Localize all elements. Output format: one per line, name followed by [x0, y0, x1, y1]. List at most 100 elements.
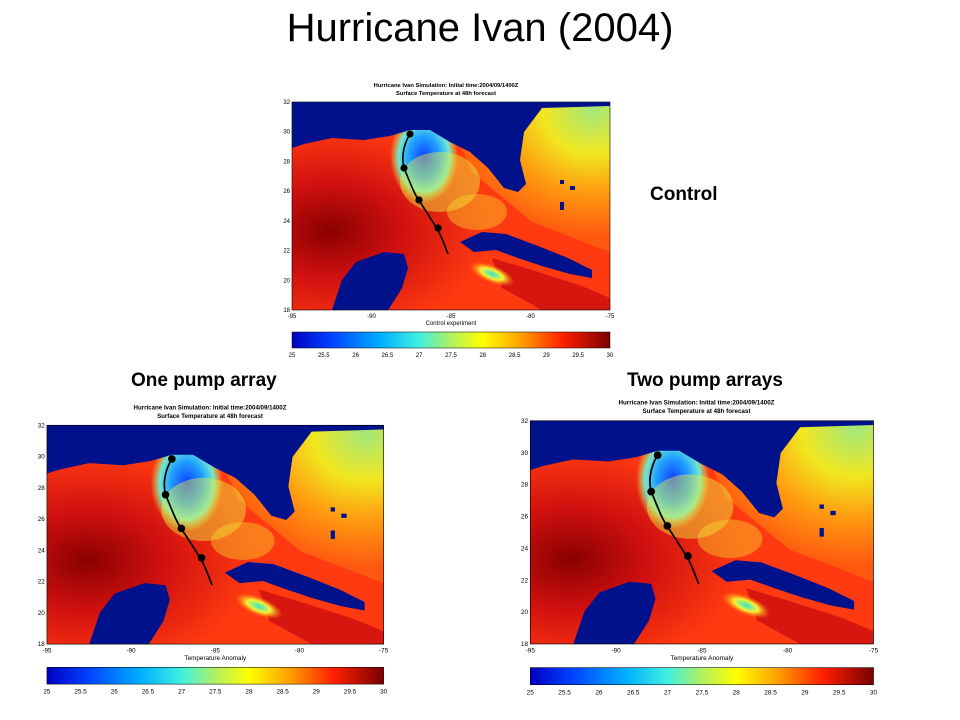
y-tick-label: 32: [283, 100, 290, 106]
x-tick-label: -90: [367, 314, 376, 320]
colorbar-tick-label: 28.5: [764, 689, 777, 696]
colorbar-tick-label: 27: [416, 353, 423, 359]
colorbar-tick-label: 25.5: [74, 689, 87, 696]
x-tick-label: -95: [288, 314, 297, 320]
colorbar: [46, 667, 384, 685]
y-tick-label: 28: [283, 159, 290, 165]
x-tick-label: -80: [295, 648, 305, 655]
x-axis-label: Temperature Anomaly: [184, 655, 247, 662]
sim-subtitle: Surface Temperature at 48h forecast: [396, 91, 496, 97]
colorbar-tick-label: 26: [352, 353, 359, 359]
map-panel-control: Hurricane Ivan Simulation: Initial time:…: [276, 78, 616, 365]
y-tick-label: 24: [38, 547, 46, 554]
track-point: [647, 487, 656, 496]
track-point: [168, 455, 176, 463]
y-tick-label: 30: [38, 454, 46, 461]
track-point: [434, 224, 442, 232]
x-tick-label: -80: [783, 648, 793, 655]
colorbar-tick-label: 26.5: [382, 353, 394, 359]
track-point: [653, 451, 662, 459]
colorbar-tick-label: 25.5: [318, 353, 330, 359]
y-tick-label: 32: [38, 422, 46, 429]
x-tick-label: -85: [697, 648, 707, 655]
y-tick-label: 18: [38, 641, 46, 648]
colorbar-tick-label: 27.5: [209, 689, 222, 696]
colorbar-tick-label: 29.5: [344, 689, 357, 696]
colorbar-tick-label: 30: [380, 689, 388, 696]
temperature-map: [530, 420, 874, 644]
colorbar-tick-label: 30: [870, 689, 878, 696]
colorbar-tick-label: 25: [289, 353, 296, 359]
y-tick-label: 24: [283, 219, 290, 225]
colorbar: [291, 331, 611, 349]
colorbar-tick-label: 28: [245, 689, 253, 696]
temperature-map: [46, 425, 384, 645]
sim-title: Hurricane Ivan Simulation: Initial time:…: [374, 83, 519, 89]
colorbar: [530, 667, 874, 686]
y-tick-label: 30: [283, 130, 290, 136]
map-panel-one-pump: Hurricane Ivan Simulation: Initial time:…: [30, 400, 390, 702]
track-point: [406, 130, 414, 138]
track-point: [177, 524, 186, 533]
track-point: [400, 164, 408, 172]
y-tick-label: 18: [521, 641, 529, 648]
y-tick-label: 26: [283, 189, 290, 195]
x-tick-label: -95: [42, 648, 52, 655]
y-tick-label: 28: [521, 482, 529, 489]
track-point: [683, 552, 692, 560]
colorbar-tick-label: 29.5: [833, 689, 846, 696]
colorbar-tick-label: 29.5: [572, 353, 584, 359]
sim-subtitle: Surface Temperature at 48h forecast: [157, 413, 263, 420]
track-point: [197, 554, 206, 562]
x-tick-label: -85: [447, 314, 456, 320]
sim-title: Hurricane Ivan Simulation: Initial time:…: [618, 400, 774, 407]
colorbar-tick-label: 25.5: [558, 689, 571, 696]
colorbar-tick-label: 26.5: [142, 689, 155, 696]
y-tick-label: 26: [38, 516, 46, 523]
colorbar-tick-label: 28.5: [509, 353, 521, 359]
colorbar-tick-label: 27: [178, 689, 186, 696]
colorbar-tick-label: 29: [543, 353, 550, 359]
y-tick-label: 28: [38, 485, 46, 492]
colorbar-tick-label: 25: [43, 689, 51, 696]
x-axis-label: Control experiment: [426, 321, 477, 327]
y-tick-label: 22: [283, 249, 290, 255]
y-tick-label: 30: [521, 450, 529, 457]
panel-label-control: Control: [650, 184, 718, 205]
colorbar-tick-label: 28: [479, 353, 486, 359]
x-tick-label: -90: [127, 648, 137, 655]
track-point: [663, 522, 672, 530]
x-tick-label: -80: [526, 314, 535, 320]
track-point: [161, 490, 170, 499]
temperature-map: [292, 102, 610, 310]
x-tick-label: -85: [211, 648, 221, 655]
y-tick-label: 20: [283, 278, 290, 284]
slide-title: Hurricane Ivan (2004): [286, 6, 674, 50]
y-tick-label: 24: [521, 545, 529, 552]
panel-label-one-pump: One pump array: [131, 370, 277, 391]
colorbar-tick-label: 30: [607, 353, 614, 359]
colorbar-tick-label: 27.5: [696, 689, 709, 696]
colorbar-tick-label: 27: [664, 689, 672, 696]
y-tick-label: 22: [521, 577, 529, 584]
x-tick-label: -95: [526, 648, 536, 655]
y-tick-label: 22: [38, 579, 46, 586]
y-tick-label: 18: [283, 308, 290, 314]
sim-title: Hurricane Ivan Simulation: Initial time:…: [134, 404, 287, 411]
x-tick-label: -75: [606, 314, 615, 320]
colorbar-tick-label: 26: [111, 689, 119, 696]
x-tick-label: -90: [611, 648, 621, 655]
colorbar-tick-label: 28: [733, 689, 741, 696]
x-axis-label: Temperature Anomaly: [670, 655, 734, 662]
y-tick-label: 20: [521, 609, 529, 616]
track-point: [415, 196, 423, 204]
x-tick-label: -75: [869, 648, 879, 655]
y-tick-label: 20: [38, 610, 46, 617]
panel-label-two-pumps: Two pump arrays: [627, 370, 783, 391]
colorbar-tick-label: 26: [595, 689, 603, 696]
colorbar-tick-label: 29: [313, 689, 321, 696]
x-tick-label: -75: [379, 648, 389, 655]
map-panel-two-pumps: Hurricane Ivan Simulation: Initial time:…: [513, 395, 880, 703]
sim-subtitle: Surface Temperature at 48h forecast: [643, 408, 751, 415]
y-tick-label: 26: [521, 514, 529, 521]
